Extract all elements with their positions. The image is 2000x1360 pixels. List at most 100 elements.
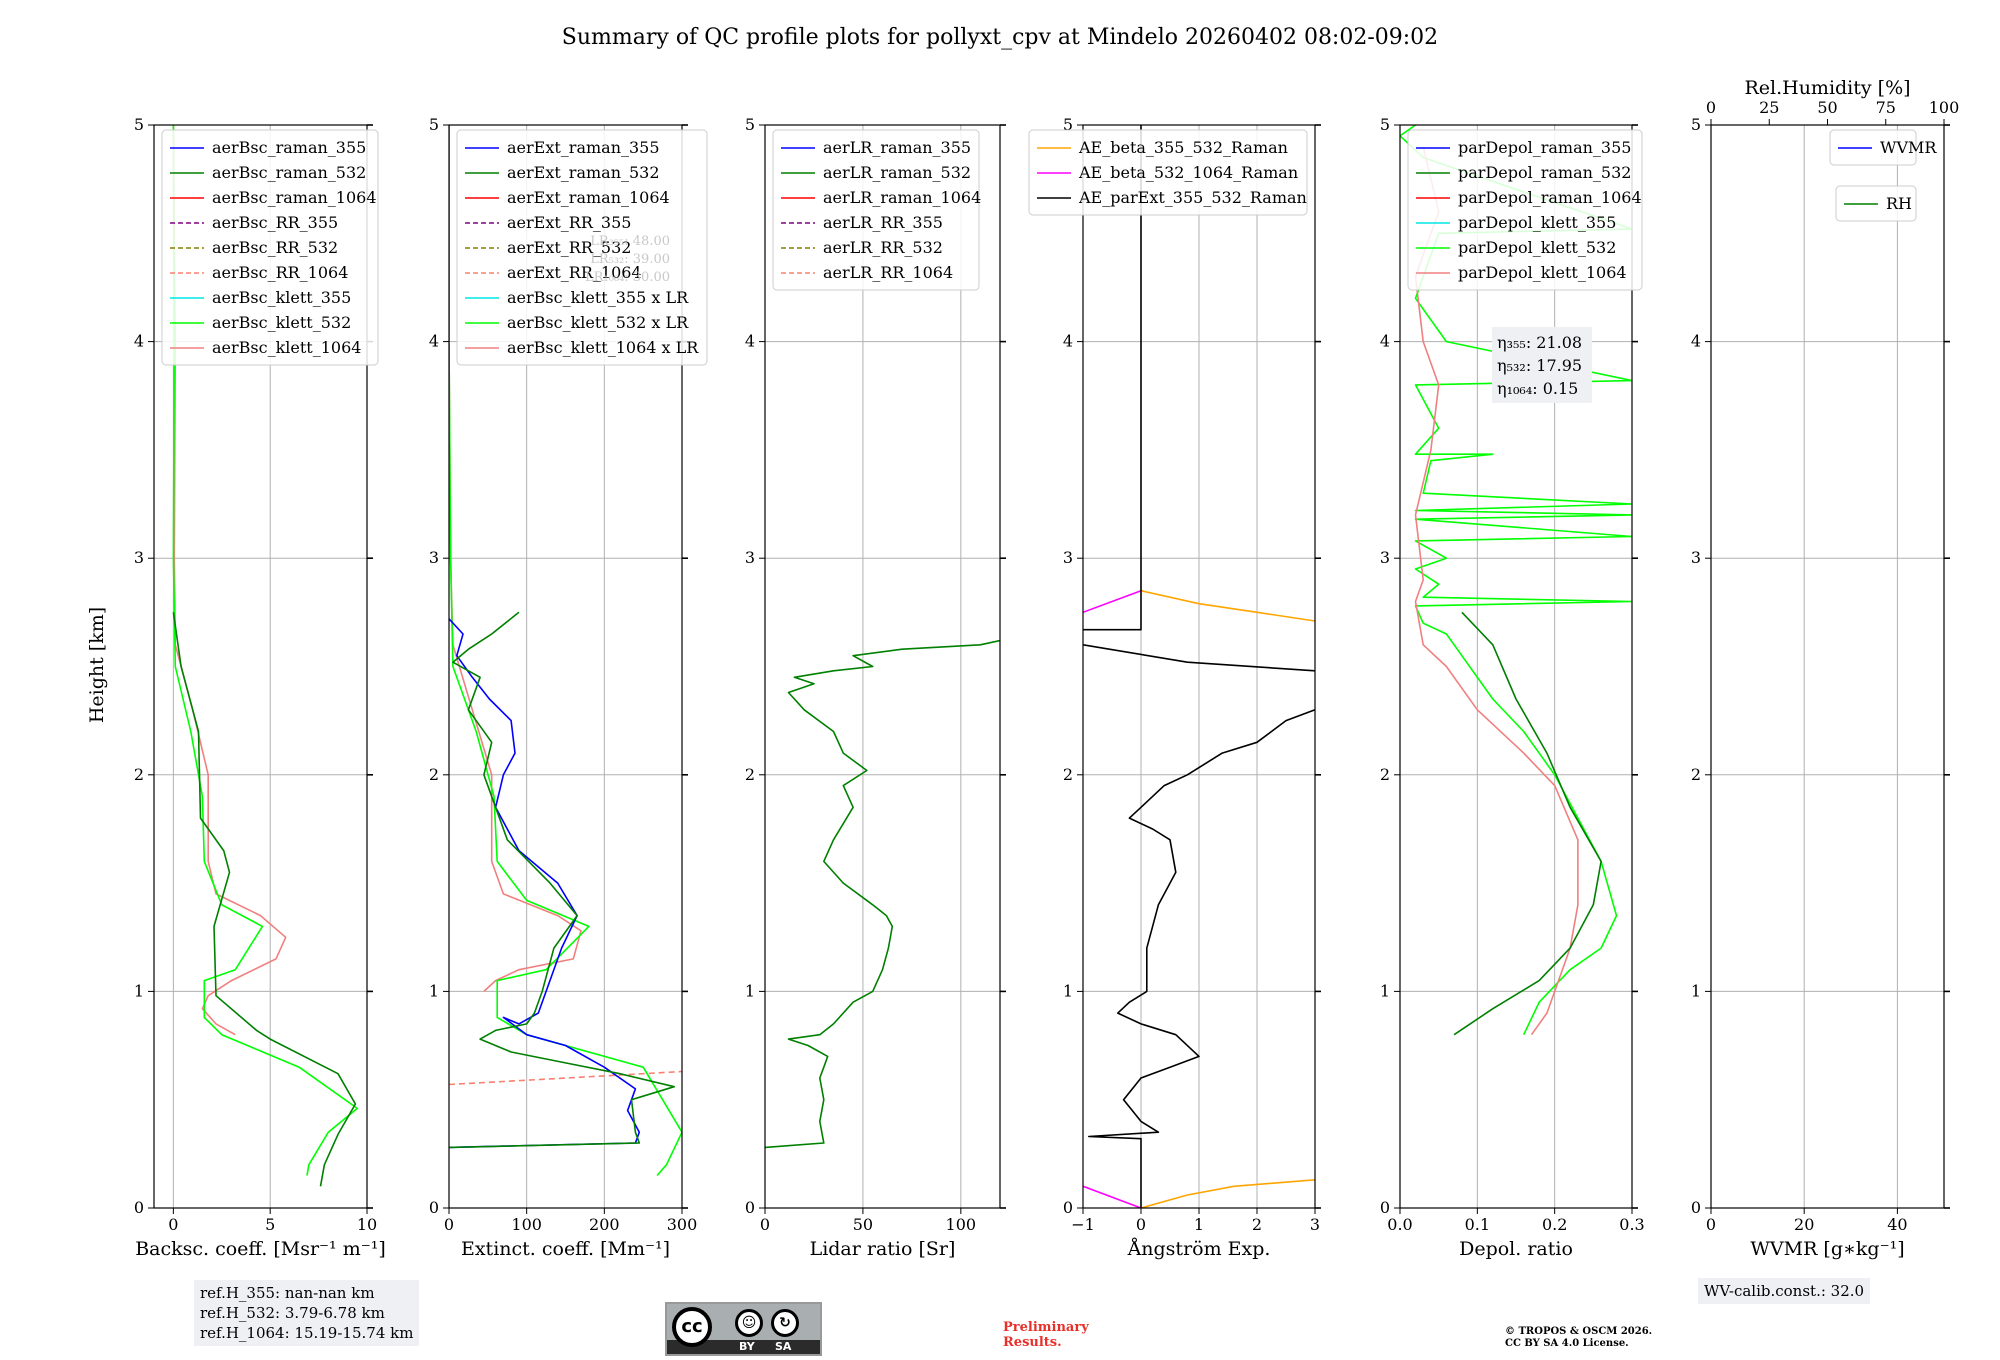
legend-label: aerLR_RR_355 bbox=[823, 213, 943, 232]
y-tick-label: 2 bbox=[745, 765, 755, 784]
series-aerLR_raman_532 bbox=[765, 639, 1000, 1149]
legend-rh: RH bbox=[1835, 185, 1917, 222]
panel-bsc: 0 5 10 0 1 2 3 4 5 Backsc. coeff. [Msr⁻¹ m⁻¹] aerB… bbox=[134, 115, 386, 1260]
y-tick-label: 5 bbox=[1380, 115, 1390, 134]
axes-frame bbox=[1710, 124, 1945, 1209]
legend-label: aerBsc_klett_532 x LR bbox=[507, 313, 689, 332]
lr-annotation: LR₁₀₆₄: 30.00 bbox=[585, 270, 670, 285]
legend-label: aerLR_RR_532 bbox=[823, 238, 943, 257]
legend-label: parDepol_klett_532 bbox=[1458, 238, 1616, 257]
attribution-icon: ☺ bbox=[735, 1309, 763, 1337]
y-tick-label: 0 bbox=[429, 1198, 439, 1217]
y-tick-label: 1 bbox=[1063, 981, 1073, 1000]
y-tick-label: 3 bbox=[1063, 548, 1073, 567]
x-tick-label: 100 bbox=[511, 1215, 542, 1234]
y-tick-label: 3 bbox=[1380, 548, 1390, 567]
legend: aerBsc_raman_355 aerBsc_raman_532 aerBsc_r… bbox=[161, 129, 379, 366]
wv-calibration-constant: WV-calib.const.: 32.0 bbox=[1698, 1278, 1871, 1304]
ref-height-1064: ref.H_1064: 15.19-15.74 km bbox=[200, 1324, 414, 1342]
legend-label: AE_beta_532_1064_Raman bbox=[1078, 163, 1298, 182]
panel-depol: 0.0 0.1 0.2 0.3 0 1 2 3 4 5 Depol. ratio parDepol_r… bbox=[1380, 115, 1645, 1260]
series-aerExt_raman_355 bbox=[449, 618, 641, 1149]
y-tick-label: 1 bbox=[745, 981, 755, 1000]
legend-label: aerBsc_klett_355 bbox=[212, 288, 351, 307]
series-aerBsc_klett_532 x LR bbox=[449, 125, 682, 1177]
series-AE_parExt_355_532_Raman_b bbox=[1083, 644, 1315, 672]
y-tick-label: 5 bbox=[134, 115, 144, 134]
lr-annotation: LR₃₅₅: 48.00 bbox=[590, 234, 670, 249]
legend-label: WVMR bbox=[1880, 138, 1937, 157]
top-x-tick-label: 25 bbox=[1759, 98, 1779, 117]
top-x-tick-label: 50 bbox=[1817, 98, 1837, 117]
legend-label: parDepol_raman_532 bbox=[1458, 163, 1631, 182]
reference-heights: ref.H_355: nan-nan km ref.H_532: 3.79-6.… bbox=[194, 1280, 420, 1346]
x-tick-label: 0 bbox=[444, 1215, 454, 1234]
panel-ext: 0 100 200 300 0 1 2 3 4 5 Extinct. coeff. [Mm⁻¹] ae… bbox=[429, 115, 708, 1260]
x-axis-label: Lidar ratio [Sr] bbox=[810, 1238, 956, 1260]
top-x-tick-label: 75 bbox=[1876, 98, 1896, 117]
legend-box bbox=[772, 129, 980, 291]
series-aerExt_raman_532 bbox=[449, 611, 675, 1149]
legend-label: aerLR_raman_1064 bbox=[823, 188, 981, 207]
x-tick-label: 0 bbox=[1136, 1215, 1146, 1234]
x-tick-label: 50 bbox=[853, 1215, 873, 1234]
series-AE_beta_532_1064_Raman bbox=[1083, 589, 1142, 614]
series-aerExt_RR_1064 bbox=[449, 1070, 682, 1086]
figure-title: Summary of QC profile plots for pollyxt_… bbox=[562, 25, 1438, 50]
series-parDepol_raman_532 bbox=[1453, 611, 1602, 1036]
legend-label: aerExt_RR_532 bbox=[507, 238, 631, 257]
y-tick-label: 4 bbox=[134, 332, 144, 351]
ref-height-532: ref.H_532: 3.79-6.78 km bbox=[200, 1304, 385, 1322]
x-tick-label: 0 bbox=[168, 1215, 178, 1234]
legend: AE_beta_355_532_Raman AE_beta_532_1064_Ra… bbox=[1028, 129, 1308, 216]
x-tick-label: 0.0 bbox=[1387, 1215, 1412, 1234]
y-tick-label: 2 bbox=[1063, 765, 1073, 784]
legend-label: aerBsc_klett_355 x LR bbox=[507, 288, 689, 307]
top-x-tick-label: 0 bbox=[1706, 98, 1716, 117]
series-AE_parExt_355_532_Raman bbox=[1083, 125, 1142, 631]
series-group bbox=[765, 639, 1000, 1149]
x-tick-label: 0.2 bbox=[1542, 1215, 1567, 1234]
x-tick-label: 40 bbox=[1887, 1215, 1907, 1234]
legend-label: AE_parExt_355_532_Raman bbox=[1078, 188, 1307, 207]
preliminary-line-2: Results. bbox=[1003, 1335, 1062, 1350]
x-tick-label: 200 bbox=[589, 1215, 620, 1234]
legend-label: aerBsc_raman_1064 bbox=[212, 188, 377, 207]
series-parDepol_klett_1064 bbox=[1414, 146, 1579, 1036]
legend-label: aerBsc_RR_1064 bbox=[212, 263, 348, 282]
eta-line: η₁₀₆₄: 0.15 bbox=[1497, 379, 1578, 398]
series-AE_parExt_355_532_Raman_c bbox=[1088, 709, 1315, 1208]
y-tick-label: 1 bbox=[429, 981, 439, 1000]
y-tick-label: 0 bbox=[1691, 1198, 1701, 1217]
legend-label: AE_beta_355_532_Raman bbox=[1078, 138, 1288, 157]
legend: parDepol_raman_355 parDepol_raman_532 parD… bbox=[1407, 129, 1643, 291]
x-axis-label: Ångström Exp. bbox=[1127, 1238, 1271, 1260]
y-tick-label: 2 bbox=[134, 765, 144, 784]
ref-height-355: ref.H_355: nan-nan km bbox=[200, 1284, 375, 1302]
legend-label: aerBsc_raman_532 bbox=[212, 163, 366, 182]
legend-label: RH bbox=[1886, 194, 1912, 213]
eta-line: η₅₃₂: 17.95 bbox=[1497, 356, 1582, 375]
legend-box bbox=[1407, 129, 1643, 291]
cc-icon: cc bbox=[672, 1307, 712, 1347]
series-aerBsc_raman_532 bbox=[172, 612, 357, 1187]
y-tick-label: 3 bbox=[429, 548, 439, 567]
x-tick-label: 0.3 bbox=[1619, 1215, 1644, 1234]
x-tick-label: 1 bbox=[1194, 1215, 1204, 1234]
legend-label: parDepol_raman_355 bbox=[1458, 138, 1631, 157]
lr-annotation: LR₅₃₂: 39.00 bbox=[590, 252, 670, 267]
by-label: BY bbox=[739, 1340, 755, 1353]
share-alike-icon: ↻ bbox=[771, 1309, 799, 1337]
legend-label: aerBsc_RR_355 bbox=[212, 213, 338, 232]
x-tick-label: 10 bbox=[357, 1215, 377, 1234]
legend-label: aerBsc_klett_1064 x LR bbox=[507, 338, 699, 357]
series-AE_beta_355_532_Raman bbox=[1140, 589, 1315, 622]
legend-label: aerBsc_RR_532 bbox=[212, 238, 338, 257]
panel-lr: 0 50 100 0 1 2 3 4 5 Lidar ratio [Sr] aerLR_raman_… bbox=[745, 115, 1006, 1260]
x-tick-label: 3 bbox=[1310, 1215, 1320, 1234]
legend: WVMR bbox=[1829, 129, 1937, 166]
y-tick-label: 2 bbox=[1691, 765, 1701, 784]
series-group bbox=[449, 125, 682, 1177]
series-group bbox=[1083, 125, 1315, 1208]
